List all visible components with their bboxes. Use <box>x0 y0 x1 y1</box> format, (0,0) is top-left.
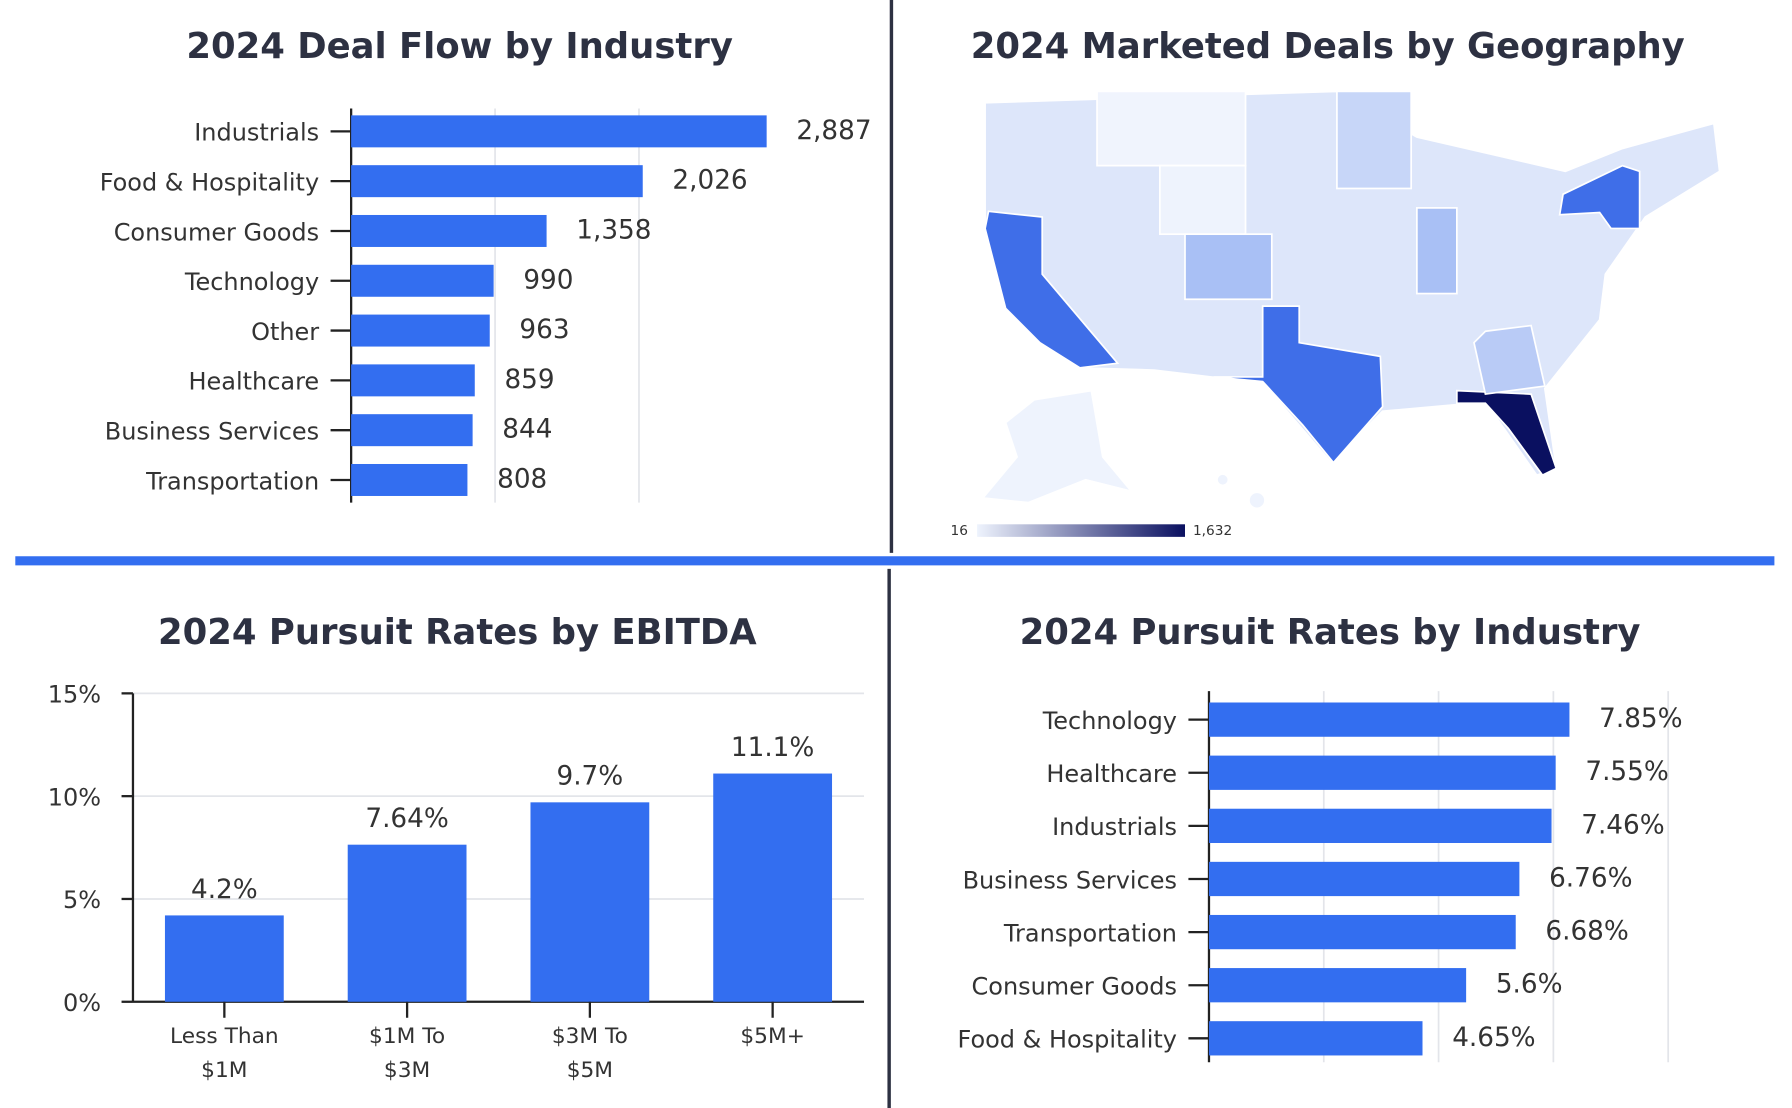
bar <box>351 264 494 297</box>
chart-title: 2024 Pursuit Rates by EBITDA <box>158 612 757 653</box>
bar <box>351 364 475 397</box>
value-label: 7.55% <box>1585 757 1668 787</box>
colorbar-label: 1,632 <box>1193 523 1232 539</box>
x-tick-label-box: $5M+ <box>740 1023 805 1049</box>
us-map <box>981 90 1721 510</box>
bar <box>351 414 473 447</box>
y-tick-label: Consumer Goods <box>114 218 319 246</box>
map-state <box>1213 305 1384 464</box>
bar <box>1208 1021 1423 1056</box>
map-state <box>1184 233 1273 301</box>
bar <box>1208 808 1552 843</box>
bar <box>713 773 833 1002</box>
x-tick-label-box: $3M To $5M <box>551 1023 628 1083</box>
map-state <box>1248 491 1266 510</box>
map-state <box>1159 164 1247 236</box>
y-tick-label: Consumer Goods <box>972 972 1177 1000</box>
y-tick-label: Business Services <box>105 417 319 445</box>
bar <box>1208 755 1556 790</box>
x-tick-label-box: $1M To $3M <box>369 1023 446 1083</box>
colorbar-label: 16 <box>951 523 968 539</box>
value-label: 844 <box>502 415 552 445</box>
x-tick-label: $1M To $3M <box>369 1023 446 1083</box>
chart-title: 2024 Marketed Deals by Geography <box>971 26 1685 67</box>
value-label: 9.7% <box>557 762 624 792</box>
map-state <box>1558 164 1641 230</box>
y-tick-label: 5% <box>63 886 101 914</box>
y-tick-label: 15% <box>48 681 101 709</box>
x-tick-label: $3M To $5M <box>551 1023 628 1083</box>
y-tick-label: Healthcare <box>1046 760 1177 788</box>
bar <box>351 115 767 148</box>
bar <box>1208 914 1516 950</box>
bar <box>1208 861 1520 897</box>
y-tick-label: Industrials <box>1052 813 1177 841</box>
map-state <box>1473 324 1546 396</box>
map-state <box>1096 90 1247 167</box>
map-state <box>1455 389 1558 477</box>
x-tick-label: $5M+ <box>740 1023 805 1049</box>
y-tick-label: Industrials <box>194 119 319 147</box>
map-state <box>1416 207 1458 295</box>
value-label: 7.85% <box>1599 704 1682 734</box>
bar <box>164 915 284 1002</box>
value-label: 2,887 <box>796 116 871 146</box>
bar <box>351 463 468 496</box>
y-tick-label: Technology <box>184 268 319 296</box>
chart-title: 2024 Deal Flow by Industry <box>186 26 733 67</box>
bar <box>530 802 650 1002</box>
y-tick-label: Business Services <box>963 866 1177 894</box>
y-tick-label: 10% <box>48 783 101 811</box>
bar <box>351 314 490 347</box>
bar <box>351 214 547 247</box>
value-label: 1,358 <box>576 215 651 245</box>
bar <box>1208 702 1570 737</box>
y-tick-label: Transportation <box>145 467 319 495</box>
bar <box>351 165 643 198</box>
x-tick-label: Less Than $1M <box>170 1023 279 1083</box>
value-label: 963 <box>519 315 569 345</box>
y-tick-label: Transportation <box>1003 919 1177 947</box>
x-tick-label-box: Less Than $1M <box>170 1023 279 1083</box>
value-label: 7.46% <box>1581 810 1664 840</box>
map-state <box>981 389 1134 504</box>
map-state <box>1216 473 1230 487</box>
value-label: 6.76% <box>1549 863 1632 893</box>
value-label: 7.64% <box>365 804 448 834</box>
y-tick-label: Food & Hospitality <box>100 168 319 196</box>
bar <box>347 844 467 1002</box>
colorbar <box>977 524 1185 537</box>
value-label: 4.65% <box>1452 1023 1535 1053</box>
map-state <box>984 210 1120 369</box>
map-state <box>1336 90 1413 190</box>
y-tick-label: Food & Hospitality <box>958 1026 1177 1054</box>
value-label: 2,026 <box>672 166 747 196</box>
y-tick-label: Other <box>251 318 319 346</box>
value-label: 4.2% <box>191 875 258 905</box>
chart-title: 2024 Pursuit Rates by Industry <box>1020 612 1641 653</box>
value-label: 859 <box>504 365 554 395</box>
bar <box>1208 968 1467 1003</box>
y-tick-label: Technology <box>1042 707 1177 735</box>
value-label: 6.68% <box>1545 917 1628 947</box>
y-tick-label: 0% <box>63 989 101 1017</box>
value-label: 808 <box>497 464 547 494</box>
y-tick-label: Healthcare <box>188 368 319 396</box>
value-label: 5.6% <box>1496 970 1563 1000</box>
value-label: 11.1% <box>731 733 814 763</box>
value-label: 990 <box>523 265 573 295</box>
